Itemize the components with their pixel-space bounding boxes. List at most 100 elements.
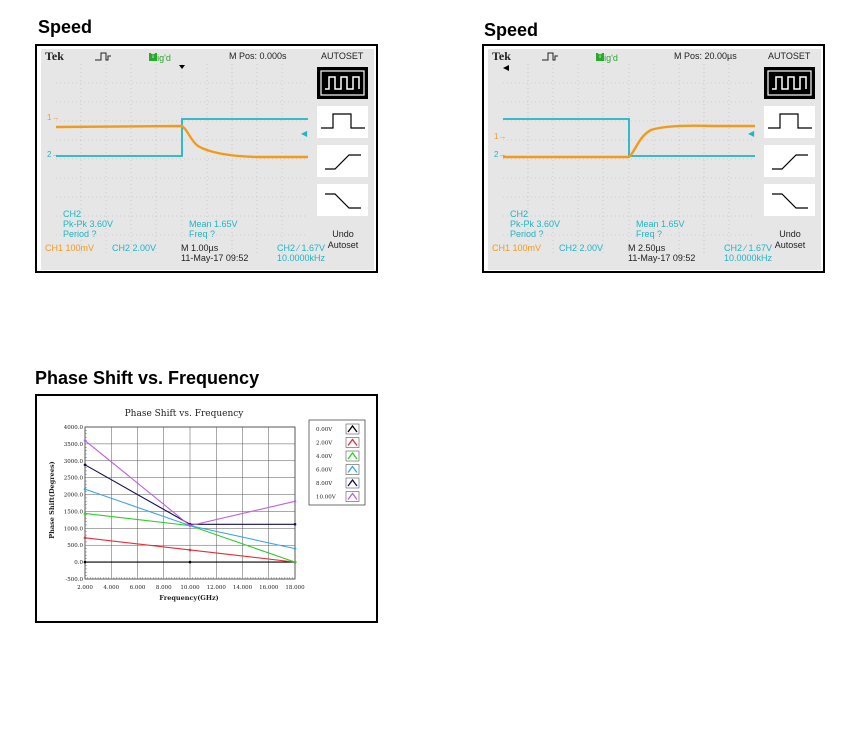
series-point bbox=[188, 548, 192, 552]
series-point bbox=[83, 463, 87, 467]
m-pos-label: M Pos: 0.000s bbox=[229, 51, 287, 61]
brand-label: Tek bbox=[492, 49, 511, 63]
series-point bbox=[188, 524, 192, 527]
y-tick-label: 3500.0 bbox=[64, 442, 84, 448]
y-tick-label: 0.0 bbox=[74, 560, 83, 566]
scope-right-frame: Tek T Trig'd M Pos: 20.00µs AUTOSET 1→ 2→… bbox=[482, 44, 825, 273]
legend-swatch-box bbox=[345, 477, 360, 489]
waveform-display bbox=[56, 64, 308, 254]
single-pulse-button[interactable] bbox=[317, 106, 368, 138]
timebase-block: M 2.50µs 11-May-17 09:52 bbox=[628, 243, 696, 263]
chart-legend: 0.00V 2.00V 4.00V 6.00V 8.00V 10.00V bbox=[308, 419, 366, 506]
trigger-marker-icon bbox=[503, 65, 509, 71]
series-point bbox=[293, 547, 297, 550]
chart-series bbox=[83, 439, 297, 564]
ch1-trace bbox=[56, 124, 308, 159]
rising-edge-button[interactable] bbox=[764, 145, 815, 177]
chart-ticks: 2.000 4.000 6.000 8.000 10.000 12.000 14.000 16… bbox=[64, 425, 305, 591]
measurement-block: CH2 Pk-Pk 3.60V Period ? bbox=[63, 209, 114, 239]
series-point bbox=[293, 500, 297, 503]
trigger-level-arrow-icon: ◀ bbox=[748, 129, 755, 138]
y-tick-label: 1500.0 bbox=[64, 509, 84, 515]
series-point bbox=[83, 439, 87, 442]
ch1-trace bbox=[503, 124, 755, 159]
series-point bbox=[293, 560, 297, 564]
legend-label: 8.00V bbox=[316, 481, 333, 487]
x-tick-label: 18.000 bbox=[285, 585, 305, 591]
square-wave-button[interactable] bbox=[317, 67, 368, 99]
ch1-scale: CH1 100mV bbox=[45, 243, 95, 253]
square-wave-button[interactable] bbox=[764, 67, 815, 99]
legend-swatch-box bbox=[345, 491, 360, 502]
rising-edge-button[interactable] bbox=[317, 145, 368, 177]
y-tick-label: 4000.0 bbox=[64, 425, 84, 431]
ch2-scale: CH2 2.00V bbox=[112, 243, 157, 253]
x-tick-label: 12.000 bbox=[207, 585, 227, 591]
legend-swatch-icon bbox=[347, 451, 358, 460]
legend-label: 4.00V bbox=[316, 454, 333, 460]
speed-left-title: Speed bbox=[38, 17, 93, 37]
x-tick-label: 8.000 bbox=[156, 585, 172, 591]
chart-grid bbox=[84, 426, 296, 580]
series-point bbox=[83, 512, 87, 515]
m-pos-label: M Pos: 20.00µs bbox=[674, 51, 737, 61]
speed-right-title: Speed bbox=[484, 20, 539, 40]
y-tick-label: 2000.0 bbox=[64, 493, 84, 499]
measurement-block: CH2 Pk-Pk 3.60V Period ? bbox=[510, 209, 561, 239]
legend-swatch-icon bbox=[347, 438, 358, 446]
series-point bbox=[188, 560, 192, 564]
legend-label: 10.00V bbox=[316, 495, 337, 501]
timebase-block: M 1.00µs 11-May-17 09:52 bbox=[181, 243, 249, 263]
y-tick-label: 2500.0 bbox=[64, 476, 84, 482]
ch1-scale: CH1 100mV bbox=[492, 243, 542, 253]
falling-edge-button[interactable] bbox=[764, 184, 815, 216]
series-point bbox=[83, 536, 87, 540]
scope-left-topbar: Tek T Trig'd M Pos: 0.000s AUTOSET bbox=[45, 49, 364, 63]
measurement-mean: Mean 1.65V Freq ? bbox=[189, 219, 238, 239]
undo-autoset-button[interactable]: Undo Autoset bbox=[774, 229, 806, 250]
waveform-display bbox=[503, 64, 755, 254]
y-axis-label: Phase Shift(Degrees) bbox=[48, 461, 56, 538]
trigger-block: CH2 ∕ 1.67V 10.0000kHz bbox=[277, 243, 326, 263]
legend-swatch-icon bbox=[347, 478, 358, 487]
scope-right-screen: Tek T Trig'd M Pos: 20.00µs AUTOSET 1→ 2→… bbox=[488, 49, 821, 270]
series-point bbox=[83, 487, 87, 491]
ch2-trace bbox=[503, 118, 755, 157]
undo-autoset-button[interactable]: Undo Autoset bbox=[327, 229, 359, 250]
ch2-trace bbox=[56, 118, 308, 157]
autoset-panel: Undo Autoset bbox=[312, 64, 374, 259]
legend-swatch-box bbox=[345, 423, 360, 435]
phase-chart-frame: Phase Shift vs. Frequency Frequency(GHz)… bbox=[35, 394, 378, 623]
series-point bbox=[83, 560, 87, 564]
autoset-label: AUTOSET bbox=[768, 51, 811, 61]
scope-left-frame: Tek T Trig'd M Pos: 0.000s AUTOSET 1→ 2→ … bbox=[35, 44, 378, 273]
falling-edge-button[interactable] bbox=[317, 184, 368, 216]
ch2-marker: 2→ bbox=[494, 150, 507, 159]
trigger-level-arrow-icon: ◀ bbox=[301, 129, 308, 138]
ch1-marker: 1→ bbox=[494, 132, 507, 141]
single-pulse-button[interactable] bbox=[764, 106, 815, 138]
ch2-marker: 2→ bbox=[47, 150, 60, 159]
legend-label: 0.00V bbox=[316, 427, 333, 433]
legend-label: 6.00V bbox=[316, 468, 333, 474]
scope-left-screen: Tek T Trig'd M Pos: 0.000s AUTOSET 1→ 2→ … bbox=[41, 49, 374, 270]
x-tick-label: 14.000 bbox=[233, 585, 253, 591]
legend-swatch-box bbox=[345, 450, 360, 462]
y-tick-label: -500.0 bbox=[65, 577, 83, 583]
y-tick-label: 500.0 bbox=[67, 543, 83, 549]
scope-right-topbar: Tek T Trig'd M Pos: 20.00µs AUTOSET bbox=[492, 49, 811, 63]
chart-title: Phase Shift vs. Frequency bbox=[125, 409, 245, 419]
autoset-panel: Undo Autoset bbox=[759, 64, 821, 259]
phase-chart: Phase Shift vs. Frequency Frequency(GHz)… bbox=[48, 409, 366, 602]
x-tick-label: 4.000 bbox=[103, 585, 119, 591]
y-tick-label: 3000.0 bbox=[64, 459, 84, 465]
x-axis-label: Frequency(GHz) bbox=[159, 594, 218, 602]
y-tick-label: 1000.0 bbox=[64, 526, 84, 532]
trigger-marker-icon bbox=[179, 65, 185, 69]
pulse-icon bbox=[95, 51, 115, 63]
autoset-label: AUTOSET bbox=[321, 51, 364, 61]
legend-label: 2.00V bbox=[316, 441, 333, 447]
brand-label: Tek bbox=[45, 49, 64, 63]
x-tick-label: 6.000 bbox=[130, 585, 146, 591]
phase-title: Phase Shift vs. Frequency bbox=[35, 368, 260, 388]
